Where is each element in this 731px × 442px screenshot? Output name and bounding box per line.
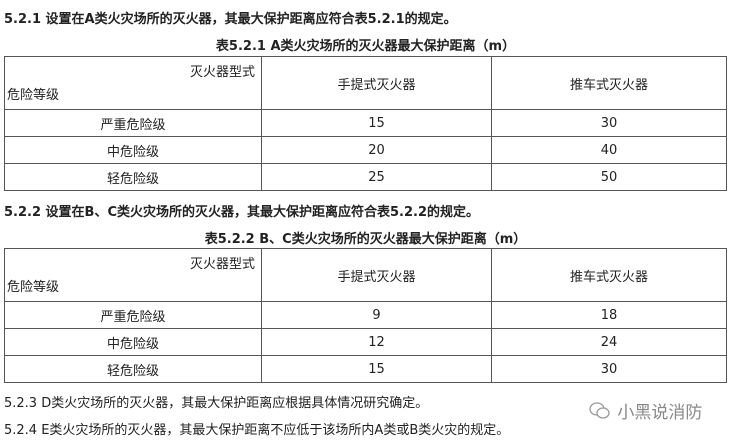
- cell: 20: [261, 136, 492, 164]
- col-header: 手提式灭火器: [261, 248, 492, 302]
- table-row: 中危险级 12 24: [4, 328, 727, 356]
- cell: 轻危险级: [4, 163, 262, 191]
- note-5-2-3: 5.2.3 D类火灾场所的灭火器，其最大保护距离应根据具体情况研究确定。: [4, 396, 429, 411]
- table-row: 严重危险级 15 30: [4, 109, 727, 137]
- cell: 30: [491, 109, 727, 137]
- cell: 严重危险级: [4, 109, 262, 137]
- table-row: 轻危险级 15 30: [4, 355, 727, 383]
- cell: 9: [261, 301, 492, 329]
- col-header: 推车式灭火器: [491, 56, 727, 110]
- cell: 15: [261, 355, 492, 383]
- table-1: 灭火器型式危险等级 手提式灭火器 推车式灭火器 严重危险级 15 30 中危险级 20…: [4, 56, 727, 191]
- cell: 中危险级: [4, 136, 262, 164]
- header-corner: 灭火器型式危险等级: [4, 248, 262, 302]
- col-header: 推车式灭火器: [491, 248, 727, 302]
- level-label: 危险等级: [7, 280, 60, 295]
- type-label: 灭火器型式: [189, 257, 255, 272]
- header-corner: 灭火器型式危险等级: [4, 56, 262, 110]
- cell: 24: [491, 328, 727, 356]
- cell: 25: [261, 163, 492, 191]
- table-row: 轻危险级 25 50: [4, 163, 727, 191]
- cell: 15: [261, 109, 492, 137]
- section-1-intro: 5.2.1 设置在A类火灾场所的灭火器，其最大保护距离应符合表5.2.1的规定。: [4, 12, 457, 27]
- level-label: 危险等级: [7, 88, 60, 103]
- cell: 中危险级: [4, 328, 262, 356]
- cell: 18: [491, 301, 727, 329]
- note-5-2-4: 5.2.4 E类火灾场所的灭火器，其最大保护距离不应低于该场所内A类或B类火灾的…: [4, 423, 510, 438]
- table-row: 严重危险级 9 18: [4, 301, 727, 329]
- watermark-text: 小黑说消防: [617, 403, 703, 423]
- col-header: 手提式灭火器: [261, 56, 492, 110]
- section-2-intro: 5.2.2 设置在B、C类火灾场所的灭火器，其最大保护距离应符合表5.2.2的规…: [4, 205, 480, 220]
- cell: 12: [261, 328, 492, 356]
- table-row: 中危险级 20 40: [4, 136, 727, 164]
- table-2: 灭火器型式危险等级 手提式灭火器 推车式灭火器 严重危险级 9 18 中危险级 12 2…: [4, 248, 727, 383]
- cell: 严重危险级: [4, 301, 262, 329]
- wechat-icon: [588, 402, 617, 423]
- cell: 40: [491, 136, 727, 164]
- cell: 30: [491, 355, 727, 383]
- table-2-title: 表5.2.2 B、C类火灾场所的灭火器最大保护距离（m）: [204, 232, 527, 247]
- cell: 轻危险级: [4, 355, 262, 383]
- cell: 50: [491, 163, 727, 191]
- type-label: 灭火器型式: [189, 65, 255, 80]
- table-1-title: 表5.2.1 A类火灾场所的灭火器最大保护距离（m）: [215, 39, 516, 54]
- watermark: 小黑说消防: [588, 398, 702, 423]
